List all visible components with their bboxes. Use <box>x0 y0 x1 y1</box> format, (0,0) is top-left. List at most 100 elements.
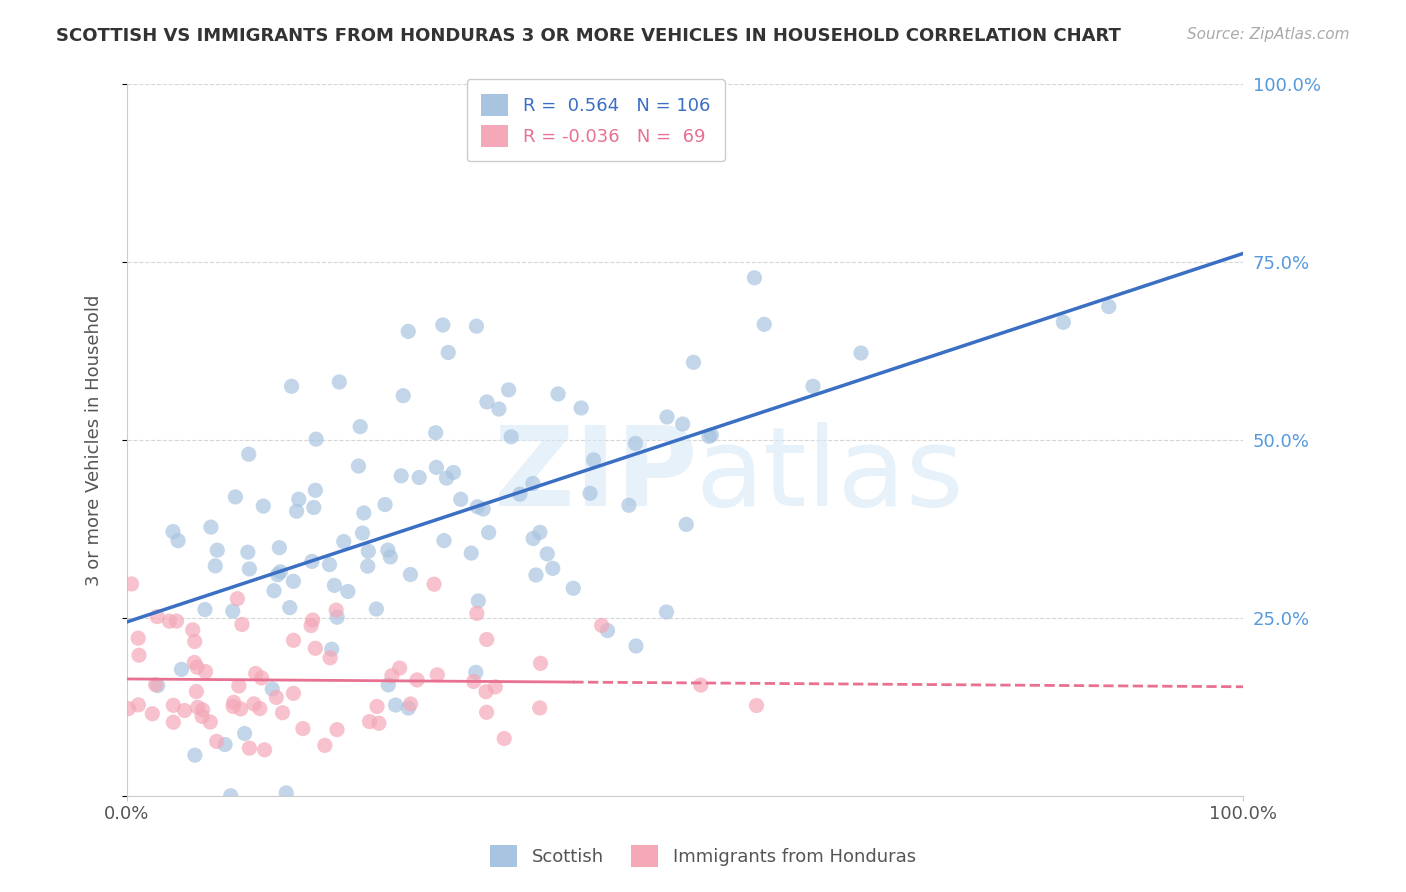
Point <box>408 470 430 484</box>
Point <box>299 618 322 632</box>
Point <box>366 699 388 714</box>
Point <box>569 401 592 415</box>
Point <box>162 698 184 713</box>
Text: ZIP: ZIP <box>494 422 697 529</box>
Point <box>849 346 872 360</box>
Point <box>357 544 380 558</box>
Point <box>121 577 143 591</box>
Point <box>488 402 510 417</box>
Point <box>478 525 501 540</box>
Point <box>509 487 531 501</box>
Point <box>541 561 564 575</box>
Point <box>367 716 389 731</box>
Point <box>617 498 640 512</box>
Point <box>186 660 208 674</box>
Point <box>291 722 314 736</box>
Point <box>269 541 291 555</box>
Point <box>464 665 486 680</box>
Point <box>191 709 214 723</box>
Point <box>224 490 246 504</box>
Point <box>301 613 323 627</box>
Point <box>162 524 184 539</box>
Point <box>596 624 619 638</box>
Point <box>441 466 464 480</box>
Point <box>236 545 259 559</box>
Point <box>524 568 547 582</box>
Point <box>332 534 354 549</box>
Point <box>271 706 294 720</box>
Point <box>269 565 291 579</box>
Point <box>433 533 456 548</box>
Point <box>231 617 253 632</box>
Point <box>501 430 523 444</box>
Point <box>280 379 302 393</box>
Point <box>389 468 412 483</box>
Point <box>498 383 520 397</box>
Point <box>682 355 704 369</box>
Point <box>536 547 558 561</box>
Point <box>388 661 411 675</box>
Text: atlas: atlas <box>696 422 965 529</box>
Point <box>314 739 336 753</box>
Point <box>700 428 723 442</box>
Point <box>624 639 647 653</box>
Point <box>336 584 359 599</box>
Point <box>222 699 245 714</box>
Point <box>475 706 498 720</box>
Point <box>278 600 301 615</box>
Point <box>381 668 404 682</box>
Point <box>328 375 350 389</box>
Point <box>529 525 551 540</box>
Point <box>305 432 328 446</box>
Point <box>349 419 371 434</box>
Point <box>494 731 516 746</box>
Point <box>263 583 285 598</box>
Point <box>262 681 284 696</box>
Point <box>529 657 551 671</box>
Point <box>801 379 824 393</box>
Point <box>145 678 167 692</box>
Point <box>450 492 472 507</box>
Point <box>1098 300 1121 314</box>
Point <box>377 678 399 692</box>
Point <box>436 471 458 485</box>
Point <box>745 698 768 713</box>
Point <box>222 604 245 618</box>
Point <box>267 567 290 582</box>
Point <box>465 607 488 621</box>
Point <box>325 603 347 617</box>
Point <box>463 674 485 689</box>
Legend: R =  0.564   N = 106, R = -0.036   N =  69: R = 0.564 N = 106, R = -0.036 N = 69 <box>467 79 724 161</box>
Point <box>285 504 308 518</box>
Point <box>321 642 343 657</box>
Point <box>183 656 205 670</box>
Point <box>399 697 422 711</box>
Point <box>204 558 226 573</box>
Point <box>562 581 585 595</box>
Point <box>301 554 323 568</box>
Point <box>396 325 419 339</box>
Point <box>467 500 489 514</box>
Text: Source: ZipAtlas.com: Source: ZipAtlas.com <box>1187 27 1350 42</box>
Point <box>283 686 305 700</box>
Point <box>238 447 260 461</box>
Point <box>1052 315 1074 329</box>
Point <box>323 578 346 592</box>
Point <box>229 702 252 716</box>
Point <box>582 453 605 467</box>
Point <box>252 499 274 513</box>
Point <box>194 602 217 616</box>
Point <box>181 623 204 637</box>
Point <box>207 543 229 558</box>
Point <box>226 591 249 606</box>
Y-axis label: 3 or more Vehicles in Household: 3 or more Vehicles in Household <box>86 294 103 586</box>
Point <box>744 270 766 285</box>
Point <box>396 701 419 715</box>
Point <box>249 701 271 715</box>
Point <box>591 618 613 632</box>
Point <box>353 506 375 520</box>
Point <box>754 318 776 332</box>
Point <box>655 409 678 424</box>
Point <box>127 698 149 712</box>
Point <box>475 684 498 698</box>
